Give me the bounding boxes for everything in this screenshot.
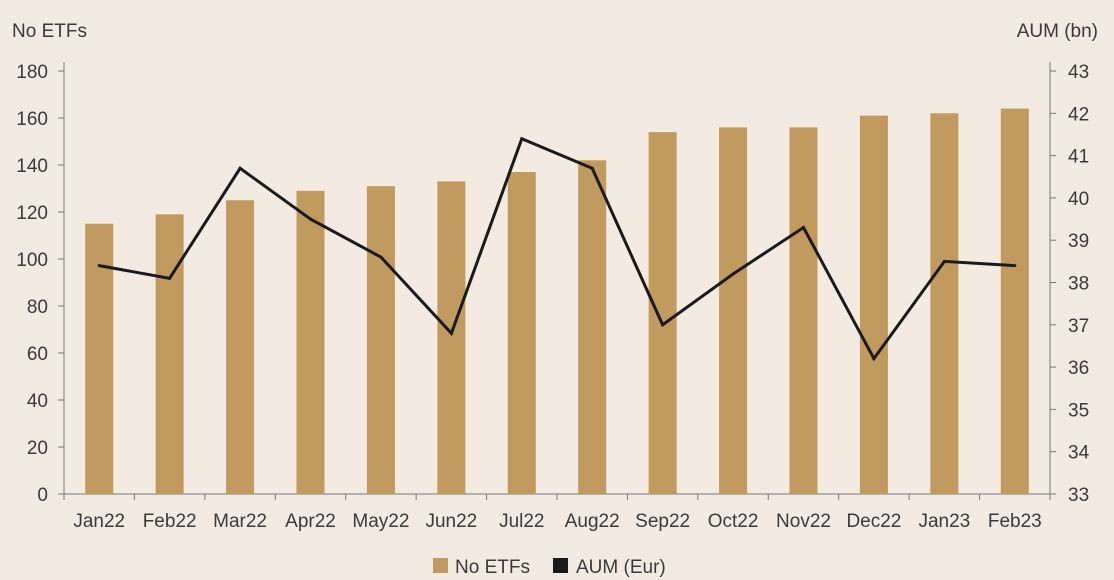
y-tick-label-right: 42 (1068, 104, 1089, 125)
bar-no-etfs (930, 113, 959, 495)
y-axis-right-title: AUM (bn) (1017, 21, 1098, 42)
y-tick-label-right: 40 (1068, 189, 1089, 210)
y-tick-label-left: 20 (27, 438, 48, 459)
y-tick-label-left: 80 (27, 297, 48, 318)
point-aum (872, 357, 876, 361)
bar-no-etfs (578, 160, 607, 495)
y-tick-label-right: 41 (1068, 147, 1089, 168)
y-tick-label-left: 40 (27, 391, 48, 412)
point-aum (520, 137, 524, 141)
x-tick-label: Jan23 (918, 511, 970, 532)
bar-no-etfs (1000, 108, 1029, 494)
y-tick-label-right: 39 (1068, 231, 1089, 252)
x-tick-label: Feb23 (988, 511, 1042, 532)
legend: No ETFs AUM (Eur) (433, 557, 666, 578)
point-aum (379, 255, 383, 259)
line-aum (98, 136, 1015, 362)
x-tick-label: Mar22 (213, 511, 267, 532)
x-tick-label: Jun22 (425, 511, 477, 532)
point-aum (309, 217, 312, 221)
y-tick-label-left: 60 (27, 344, 48, 365)
x-tick-label: Aug22 (565, 511, 620, 532)
y-tick-label-right: 33 (1068, 485, 1089, 506)
x-tick-label: Oct22 (708, 511, 759, 532)
point-aum (238, 166, 242, 170)
bar-no-etfs (789, 127, 818, 495)
bar-no-etfs (296, 190, 325, 494)
x-tick-label: May22 (352, 511, 409, 532)
point-aum (590, 166, 594, 170)
point-aum (168, 276, 172, 280)
y-tick-label-left: 180 (16, 62, 48, 83)
x-tick-label: Jan22 (73, 511, 125, 532)
y-tick-label-left: 100 (16, 250, 48, 271)
x-tick-label: Feb22 (143, 511, 197, 532)
bar-no-etfs (366, 186, 395, 494)
legend-swatch-aum (553, 558, 568, 573)
legend-label-no-etfs: No ETFs (455, 557, 530, 578)
point-aum (1013, 264, 1017, 268)
x-tick-label: Sep22 (635, 511, 690, 532)
bar-no-etfs (719, 127, 748, 495)
bar-no-etfs (155, 214, 184, 494)
point-aum (449, 331, 453, 335)
point-aum (97, 264, 101, 268)
bar-no-etfs (859, 115, 888, 495)
y-tick-label-left: 0 (37, 485, 48, 506)
bar-no-etfs (648, 132, 677, 494)
legend-label-aum: AUM (Eur) (576, 557, 666, 578)
y-tick-label-left: 140 (16, 156, 48, 177)
y-tick-label-right: 35 (1068, 400, 1089, 421)
point-aum (942, 259, 946, 263)
point-aum (802, 226, 805, 230)
x-tick-label: Jul22 (499, 511, 544, 532)
x-tick-label: Nov22 (776, 511, 831, 532)
x-tick-label: Apr22 (285, 511, 336, 532)
y-axis-left-title: No ETFs (12, 21, 87, 42)
legend-swatch-no-etfs (433, 558, 448, 573)
y-tick-label-right: 37 (1068, 316, 1089, 337)
bar-no-etfs (437, 181, 466, 494)
y-tick-label-left: 160 (16, 109, 48, 130)
point-aum (731, 272, 735, 276)
y-tick-label-right: 38 (1068, 274, 1089, 295)
point-aum (661, 323, 665, 327)
bar-no-etfs (226, 200, 255, 494)
y-tick-label-right: 43 (1068, 62, 1089, 83)
bar-no-etfs (507, 172, 536, 495)
y-tick-label-right: 34 (1068, 443, 1090, 464)
y-tick-label-left: 120 (16, 203, 48, 224)
plot-area: 0 20 40 60 80 100 120 140 160 180 33 34 35 36 37 38 39 40… (16, 62, 1090, 532)
x-tick-label: Dec22 (846, 511, 901, 532)
y-tick-label-right: 36 (1068, 358, 1089, 379)
